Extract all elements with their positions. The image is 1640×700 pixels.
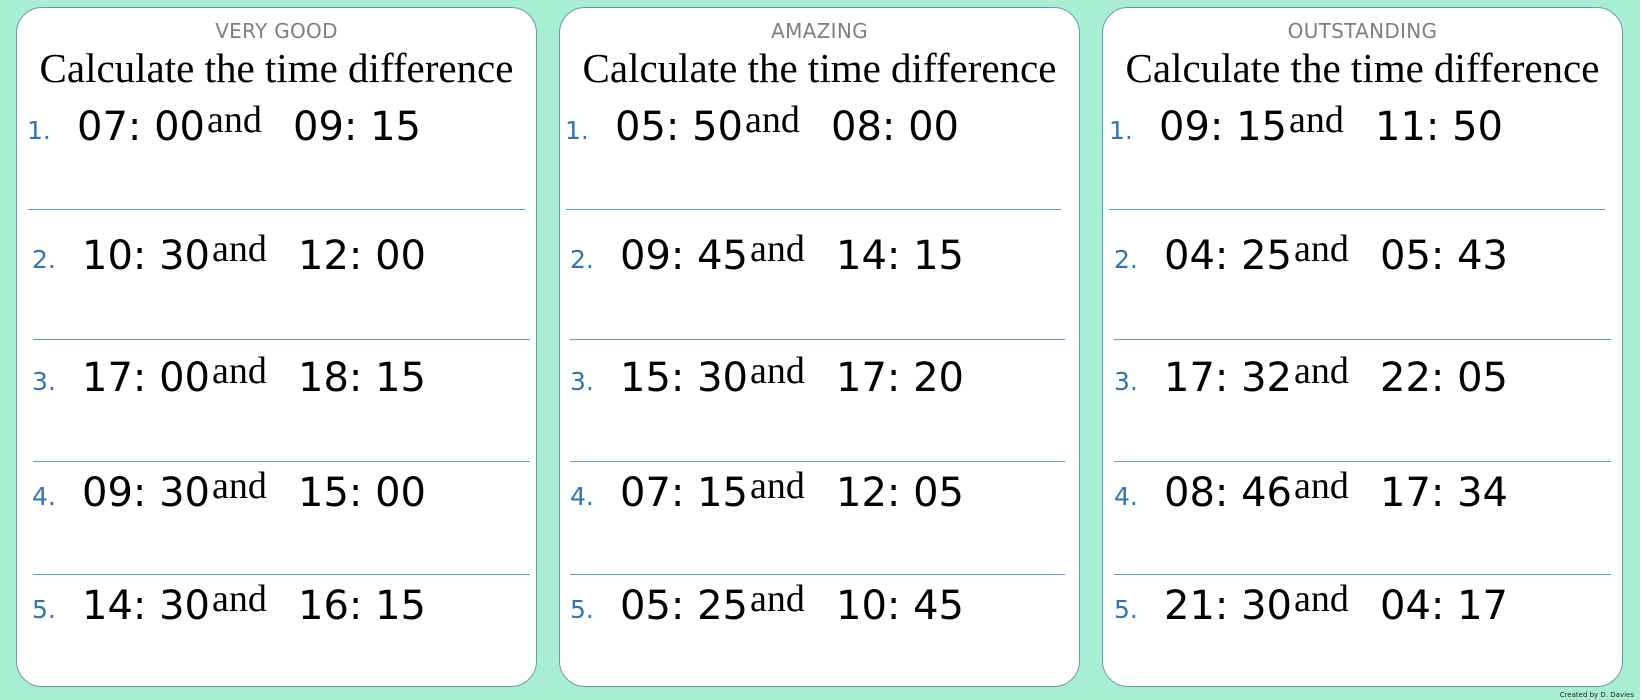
question-number: 3. [32, 367, 56, 396]
end-time: 16: 15 [298, 583, 426, 629]
worksheet-amazing: AMAZING Calculate the time difference 1.… [559, 7, 1080, 687]
answer-line-2 [33, 339, 530, 340]
and-label: and [750, 228, 805, 270]
start-time: 09: 30 [82, 470, 210, 516]
and-label: and [750, 350, 805, 392]
start-time: 15: 30 [620, 355, 748, 401]
and-label: and [1289, 99, 1344, 141]
question-number: 4. [32, 482, 56, 511]
answer-line-2 [1114, 339, 1611, 340]
and-label: and [207, 99, 262, 141]
question-number: 2. [570, 245, 594, 274]
question-number: 1. [1109, 116, 1133, 145]
level-label: AMAZING [771, 19, 868, 43]
answer-line-4 [570, 574, 1065, 575]
end-time: 17: 34 [1380, 470, 1508, 516]
and-label: and [212, 228, 267, 270]
question-number: 4. [570, 482, 594, 511]
question-number: 2. [1114, 245, 1138, 274]
answer-line-4 [33, 574, 530, 575]
question-number: 5. [570, 595, 594, 624]
and-label: and [745, 99, 800, 141]
and-label: and [750, 578, 805, 620]
answer-line-3 [570, 461, 1065, 462]
question-number: 3. [1114, 367, 1138, 396]
start-time: 17: 00 [82, 355, 210, 401]
end-time: 10: 45 [836, 583, 964, 629]
end-time: 18: 15 [298, 355, 426, 401]
answer-line-3 [1114, 461, 1611, 462]
start-time: 07: 15 [620, 470, 748, 516]
start-time: 14: 30 [82, 583, 210, 629]
end-time: 12: 05 [836, 470, 964, 516]
start-time: 17: 32 [1164, 355, 1292, 401]
question-number: 1. [565, 116, 589, 145]
start-time: 05: 25 [620, 583, 748, 629]
start-time: 09: 15 [1159, 104, 1287, 150]
worksheet-very-good: VERY GOOD Calculate the time difference … [16, 7, 537, 687]
and-label: and [750, 465, 805, 507]
and-label: and [212, 465, 267, 507]
worksheet-outstanding: OUTSTANDING Calculate the time differenc… [1102, 7, 1623, 687]
level-label: VERY GOOD [215, 19, 338, 43]
end-time: 08: 00 [831, 104, 959, 150]
answer-line-1 [566, 209, 1061, 210]
worksheet-heading: Calculate the time difference [1125, 45, 1600, 91]
worksheet-heading: Calculate the time difference [39, 45, 514, 91]
and-label: and [1294, 465, 1349, 507]
credit-text: Created by D. Davies [1559, 691, 1634, 699]
question-number: 4. [1114, 482, 1138, 511]
start-time: 10: 30 [82, 233, 210, 279]
answer-line-2 [570, 339, 1065, 340]
start-time: 07: 00 [77, 104, 205, 150]
answer-line-3 [33, 461, 530, 462]
end-time: 17: 20 [836, 355, 964, 401]
and-label: and [1294, 228, 1349, 270]
end-time: 14: 15 [836, 233, 964, 279]
question-number: 5. [32, 595, 56, 624]
and-label: and [212, 578, 267, 620]
and-label: and [1294, 578, 1349, 620]
answer-line-1 [1109, 209, 1605, 210]
start-time: 05: 50 [615, 104, 743, 150]
end-time: 22: 05 [1380, 355, 1508, 401]
answer-line-1 [28, 209, 525, 210]
question-number: 5. [1114, 595, 1138, 624]
question-number: 1. [27, 116, 51, 145]
and-label: and [212, 350, 267, 392]
answer-line-4 [1114, 574, 1611, 575]
question-number: 2. [32, 245, 56, 274]
start-time: 08: 46 [1164, 470, 1292, 516]
end-time: 09: 15 [293, 104, 421, 150]
level-label: OUTSTANDING [1287, 19, 1438, 43]
end-time: 15: 00 [298, 470, 426, 516]
end-time: 12: 00 [298, 233, 426, 279]
end-time: 11: 50 [1375, 104, 1503, 150]
start-time: 21: 30 [1164, 583, 1292, 629]
start-time: 04: 25 [1164, 233, 1292, 279]
and-label: and [1294, 350, 1349, 392]
worksheet-heading: Calculate the time difference [582, 45, 1057, 91]
start-time: 09: 45 [620, 233, 748, 279]
question-number: 3. [570, 367, 594, 396]
end-time: 04: 17 [1380, 583, 1508, 629]
end-time: 05: 43 [1380, 233, 1508, 279]
